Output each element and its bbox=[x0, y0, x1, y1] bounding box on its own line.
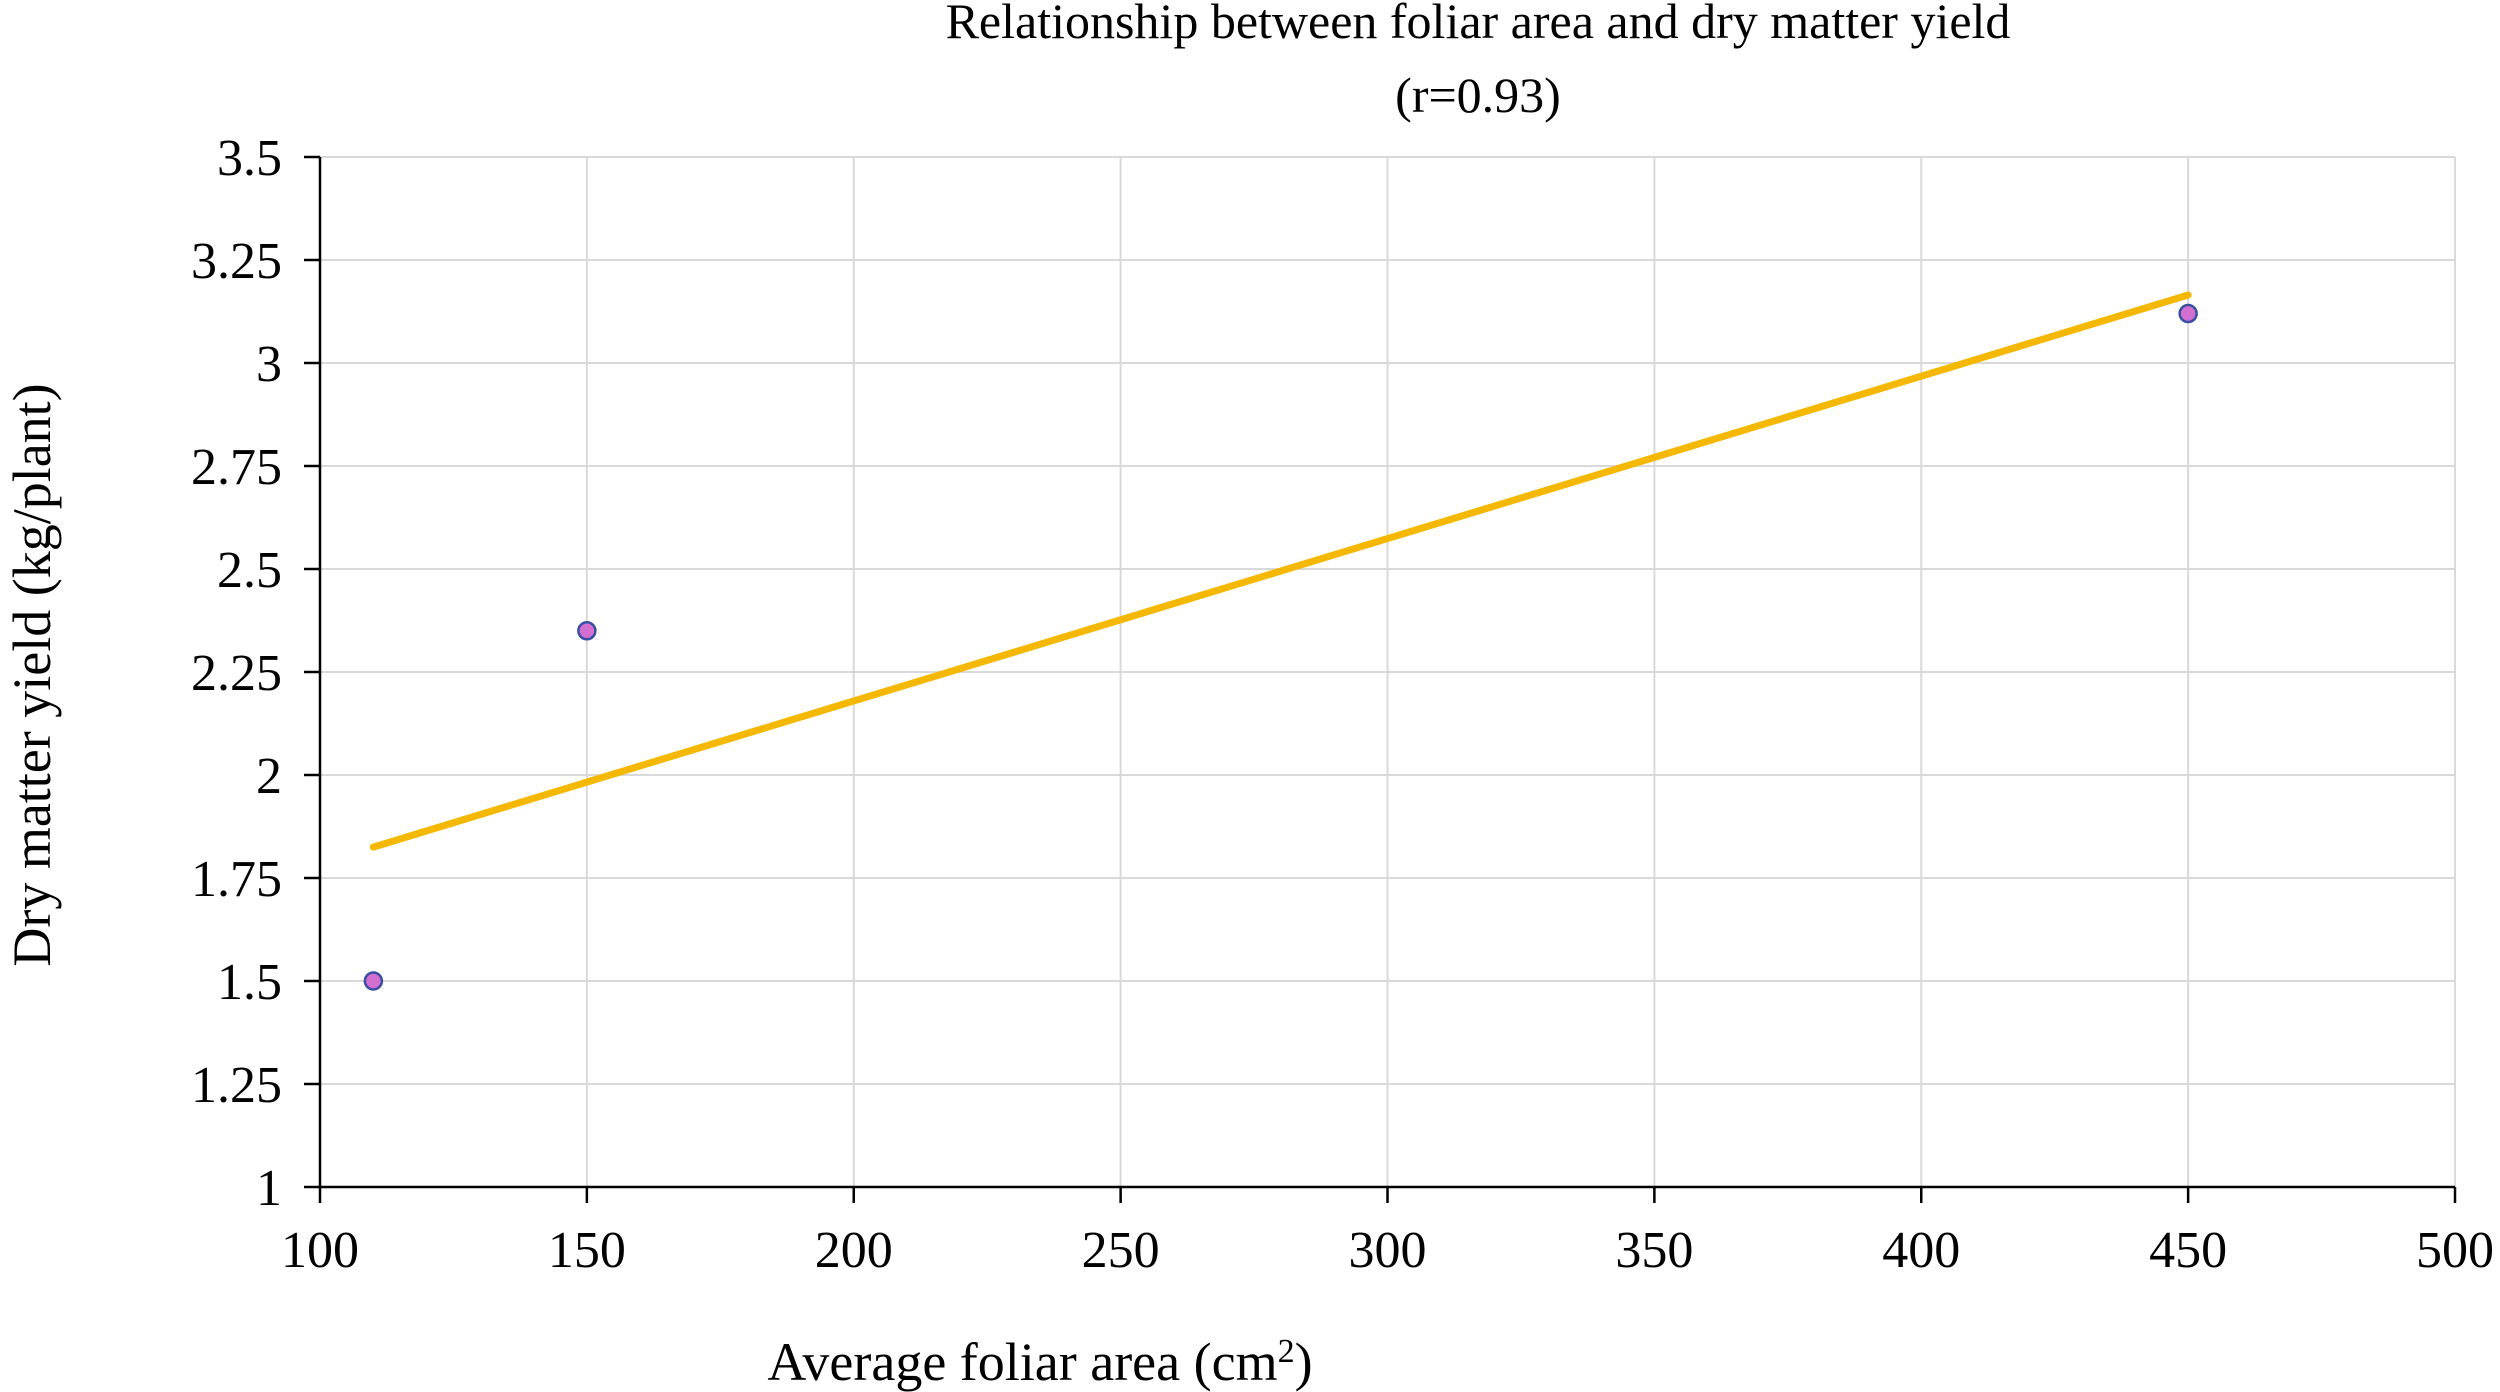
y-tick-label: 3.25 bbox=[191, 233, 282, 290]
y-tick-label: 3 bbox=[256, 336, 282, 393]
y-tick-label: 2.25 bbox=[191, 645, 282, 702]
y-tick-label: 1 bbox=[256, 1160, 282, 1217]
x-axis-label-superscript: 2 bbox=[1278, 1333, 1295, 1370]
x-axis-label: Average foliar area (cm2) bbox=[767, 1332, 1312, 1392]
x-tick-label: 300 bbox=[1349, 1222, 1427, 1279]
chart-subtitle: (r=0.93) bbox=[1395, 67, 1561, 123]
axes bbox=[304, 155, 2457, 1203]
x-tick-label: 400 bbox=[1882, 1222, 1960, 1279]
y-axis-label: Dry matter yield (kg/plant) bbox=[2, 383, 62, 966]
x-tick-label: 250 bbox=[1082, 1222, 1160, 1279]
x-tick-label: 150 bbox=[548, 1222, 626, 1279]
y-tick-labels: 1 1.25 1.5 1.75 2 2.25 2.5 2.75 3 3.25 3.5 bbox=[191, 130, 282, 1217]
x-tick-label: 100 bbox=[281, 1222, 359, 1279]
x-tick-label: 500 bbox=[2416, 1222, 2494, 1279]
y-tick-label: 1.5 bbox=[217, 954, 282, 1011]
data-point bbox=[577, 621, 597, 641]
x-axis-label-suffix: ) bbox=[1295, 1332, 1313, 1392]
data-point bbox=[2178, 303, 2198, 324]
chart-title: Relationship between foliar area and dry… bbox=[946, 0, 2011, 49]
trendline bbox=[369, 291, 2192, 851]
trendline-layer bbox=[369, 291, 2192, 851]
grid-lines bbox=[320, 156, 2456, 1187]
y-tick-label: 3.5 bbox=[217, 130, 282, 187]
x-tick-labels: 100 150 200 250 300 350 400 450 500 bbox=[281, 1222, 2494, 1279]
x-tick-label: 350 bbox=[1615, 1222, 1693, 1279]
y-tick-label: 2.75 bbox=[191, 439, 282, 496]
x-tick-label: 200 bbox=[815, 1222, 893, 1279]
y-tick-label: 2.5 bbox=[217, 542, 282, 599]
y-tick-label: 2 bbox=[256, 748, 282, 805]
x-tick-label: 450 bbox=[2149, 1222, 2227, 1279]
y-tick-label: 1.75 bbox=[191, 851, 282, 908]
data-points bbox=[363, 303, 2198, 991]
y-tick-label: 1.25 bbox=[191, 1057, 282, 1114]
data-point bbox=[363, 971, 384, 991]
